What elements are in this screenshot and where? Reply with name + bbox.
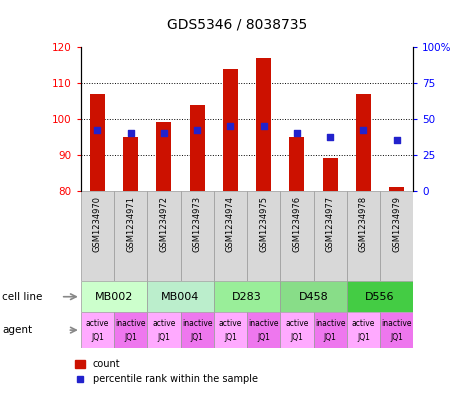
Bar <box>389 187 404 191</box>
Bar <box>380 191 413 281</box>
Bar <box>247 312 280 348</box>
Point <box>293 130 301 136</box>
Bar <box>180 312 214 348</box>
Text: D458: D458 <box>299 292 328 302</box>
Bar <box>214 281 280 312</box>
Text: GSM1234972: GSM1234972 <box>160 196 168 252</box>
Legend: count, percentile rank within the sample: count, percentile rank within the sample <box>71 356 262 388</box>
Bar <box>81 312 114 348</box>
Bar <box>147 281 214 312</box>
Point <box>227 123 234 129</box>
Point <box>260 123 267 129</box>
Text: D283: D283 <box>232 292 262 302</box>
Text: GSM1234973: GSM1234973 <box>193 196 201 252</box>
Bar <box>223 69 238 191</box>
Bar <box>280 281 347 312</box>
Text: JQ1: JQ1 <box>190 333 204 342</box>
Bar <box>347 191 380 281</box>
Bar <box>356 94 371 191</box>
Text: GSM1234979: GSM1234979 <box>392 196 401 252</box>
Bar <box>380 312 413 348</box>
Text: GSM1234976: GSM1234976 <box>293 196 301 252</box>
Bar <box>289 137 304 191</box>
Bar <box>247 191 280 281</box>
Bar <box>180 191 214 281</box>
Bar <box>280 312 314 348</box>
Point <box>360 127 367 133</box>
Bar <box>81 281 147 312</box>
Text: active: active <box>352 319 375 328</box>
Text: GSM1234971: GSM1234971 <box>126 196 135 252</box>
Bar <box>214 191 247 281</box>
Point <box>326 134 334 140</box>
Text: GSM1234974: GSM1234974 <box>226 196 235 252</box>
Text: JQ1: JQ1 <box>357 333 370 342</box>
Text: active: active <box>86 319 109 328</box>
Bar <box>114 191 147 281</box>
Text: inactive: inactive <box>381 319 412 328</box>
Text: agent: agent <box>2 325 32 335</box>
Text: active: active <box>285 319 309 328</box>
Bar <box>147 191 180 281</box>
Bar <box>123 137 138 191</box>
Bar <box>323 158 338 191</box>
Text: JQ1: JQ1 <box>257 333 270 342</box>
Bar <box>81 191 114 281</box>
Point <box>193 127 201 133</box>
Text: GSM1234977: GSM1234977 <box>326 196 334 252</box>
Bar <box>114 312 147 348</box>
Text: D556: D556 <box>365 292 395 302</box>
Text: MB002: MB002 <box>95 292 133 302</box>
Bar <box>256 58 271 191</box>
Text: GDS5346 / 8038735: GDS5346 / 8038735 <box>167 18 308 32</box>
Text: MB004: MB004 <box>162 292 199 302</box>
Text: GSM1234975: GSM1234975 <box>259 196 268 252</box>
Point <box>393 137 400 143</box>
Bar <box>314 312 347 348</box>
Bar <box>147 312 180 348</box>
Text: GSM1234970: GSM1234970 <box>93 196 102 252</box>
Text: inactive: inactive <box>115 319 146 328</box>
Text: inactive: inactive <box>182 319 212 328</box>
Text: cell line: cell line <box>2 292 43 302</box>
Text: JQ1: JQ1 <box>124 333 137 342</box>
Text: JQ1: JQ1 <box>323 333 337 342</box>
Point <box>160 130 168 136</box>
Bar <box>190 105 205 191</box>
Text: GSM1234978: GSM1234978 <box>359 196 368 252</box>
Bar <box>280 191 314 281</box>
Bar <box>347 312 380 348</box>
Text: JQ1: JQ1 <box>91 333 104 342</box>
Bar <box>314 191 347 281</box>
Text: JQ1: JQ1 <box>390 333 403 342</box>
Text: JQ1: JQ1 <box>224 333 237 342</box>
Point <box>94 127 101 133</box>
Text: inactive: inactive <box>248 319 279 328</box>
Bar <box>214 312 247 348</box>
Point <box>127 130 134 136</box>
Text: JQ1: JQ1 <box>157 333 171 342</box>
Text: active: active <box>152 319 176 328</box>
Text: active: active <box>218 319 242 328</box>
Text: JQ1: JQ1 <box>290 333 304 342</box>
Bar <box>347 281 413 312</box>
Bar <box>156 123 171 191</box>
Text: inactive: inactive <box>315 319 345 328</box>
Bar <box>90 94 105 191</box>
